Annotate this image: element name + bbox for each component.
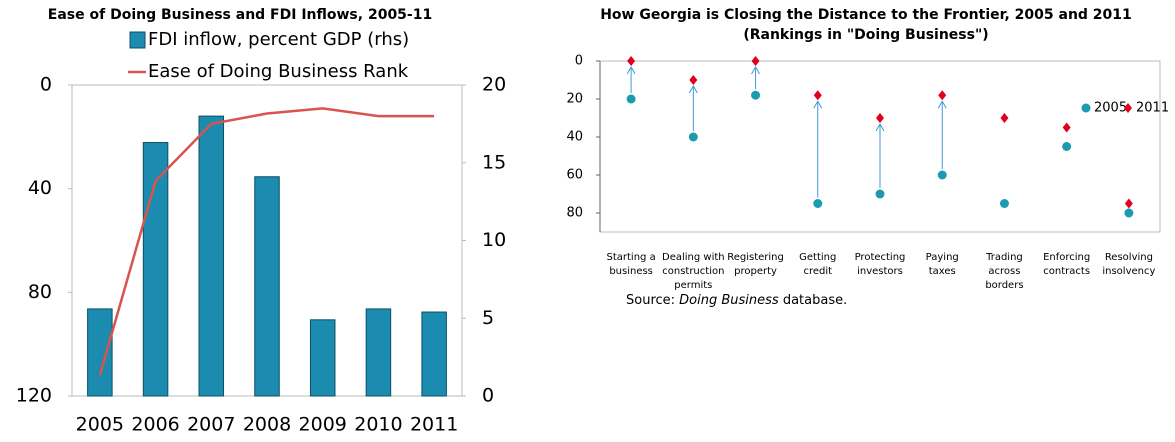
dot: [875, 189, 885, 199]
x-tick-label: business: [609, 266, 653, 277]
rank-line: [98, 107, 435, 376]
legend-label: 2011: [1136, 101, 1169, 116]
bar: [254, 176, 280, 397]
bar: [365, 308, 392, 397]
x-tick-label: Paying: [926, 252, 959, 263]
y-tick-label: 80: [28, 281, 52, 303]
x-tick-label: property: [734, 266, 777, 277]
x-tick-label: contracts: [1043, 266, 1090, 277]
x-tick-label: Getting: [799, 252, 836, 263]
bar: [309, 319, 336, 397]
chart-title: How Georgia is Closing the Distance to t…: [600, 7, 1132, 23]
dot: [813, 199, 823, 208]
bar: [198, 115, 225, 397]
chart-title: (Rankings in "Doing Business"): [743, 27, 988, 43]
diamond: [1000, 113, 1009, 123]
y-tick-label: 0: [575, 54, 583, 69]
dot: [1062, 142, 1072, 151]
y2-tick-label: 5: [482, 307, 494, 329]
legend-swatch: [129, 31, 146, 49]
diamond: [751, 56, 760, 66]
source-italic: Doing Business: [679, 293, 779, 308]
arrow-head: [688, 84, 698, 94]
source-note: Source: Doing Business database.: [626, 293, 847, 308]
arrow-head: [875, 122, 885, 132]
x-tick-label: 2007: [187, 414, 235, 436]
diamond: [938, 90, 947, 101]
y2-tick-label: 20: [482, 74, 506, 96]
y2-tick-label: 0: [482, 385, 494, 407]
x-tick-label: construction: [662, 266, 724, 277]
diamond: [813, 90, 822, 101]
x-tick-label: credit: [803, 266, 832, 277]
arrow-head: [937, 100, 947, 109]
y2-tick-label: 10: [482, 229, 506, 251]
diamond: [689, 75, 698, 85]
diamond: [876, 113, 884, 123]
legend-marker: [1081, 103, 1091, 113]
x-tick-label: Resolving: [1105, 252, 1153, 263]
x-tick-label: 2008: [243, 414, 291, 436]
x-tick-label: permits: [674, 280, 712, 291]
legend-marker: [1124, 103, 1132, 113]
bar: [421, 311, 447, 397]
source-suffix: database.: [783, 293, 847, 308]
arrow-head: [813, 100, 823, 109]
dot: [1124, 208, 1134, 218]
y-tick-label: 40: [28, 177, 52, 199]
y-tick-label: 80: [566, 206, 583, 221]
x-tick-label: Dealing with: [662, 252, 725, 263]
source-prefix: Source:: [626, 293, 675, 308]
x-tick-label: 2006: [131, 414, 179, 436]
x-tick-label: Trading: [985, 252, 1023, 263]
diamond: [1062, 122, 1071, 133]
x-tick-label: Enforcing: [1043, 252, 1090, 263]
dot: [626, 94, 636, 104]
legend-label: FDI inflow, percent GDP (rhs): [148, 29, 409, 50]
x-tick-label: investors: [857, 266, 903, 277]
x-tick-label: 2011: [410, 414, 458, 436]
dot: [999, 199, 1009, 208]
x-tick-label: borders: [985, 280, 1023, 291]
y-tick-label: 40: [566, 130, 583, 145]
x-tick-label: 2010: [354, 414, 402, 436]
legend-label: 2005: [1094, 101, 1127, 116]
y-tick-label: 60: [566, 168, 583, 183]
x-tick-label: insolvency: [1102, 266, 1155, 277]
dot: [937, 170, 947, 180]
x-tick-label: 2009: [299, 414, 347, 436]
y2-tick-label: 15: [482, 151, 506, 173]
x-tick-label: across: [988, 266, 1020, 277]
y-tick-label: 0: [40, 74, 52, 96]
x-tick-label: Protecting: [855, 252, 906, 263]
y-tick-label: 120: [16, 385, 52, 407]
arrow-head: [751, 65, 760, 75]
chart-title: Ease of Doing Business and FDI Inflows, …: [48, 7, 432, 23]
arrow-head: [626, 65, 636, 75]
x-tick-label: Registering: [727, 252, 784, 263]
dot: [751, 90, 761, 100]
diamond: [1124, 198, 1133, 209]
bar: [87, 308, 113, 397]
x-tick-label: taxes: [929, 266, 956, 277]
y-tick-label: 20: [566, 92, 583, 107]
diamond: [627, 56, 636, 66]
dot: [688, 132, 698, 142]
x-tick-label: 2005: [76, 414, 124, 436]
x-tick-label: Starting a: [607, 252, 656, 263]
legend-label: Ease of Doing Business Rank: [148, 61, 409, 82]
